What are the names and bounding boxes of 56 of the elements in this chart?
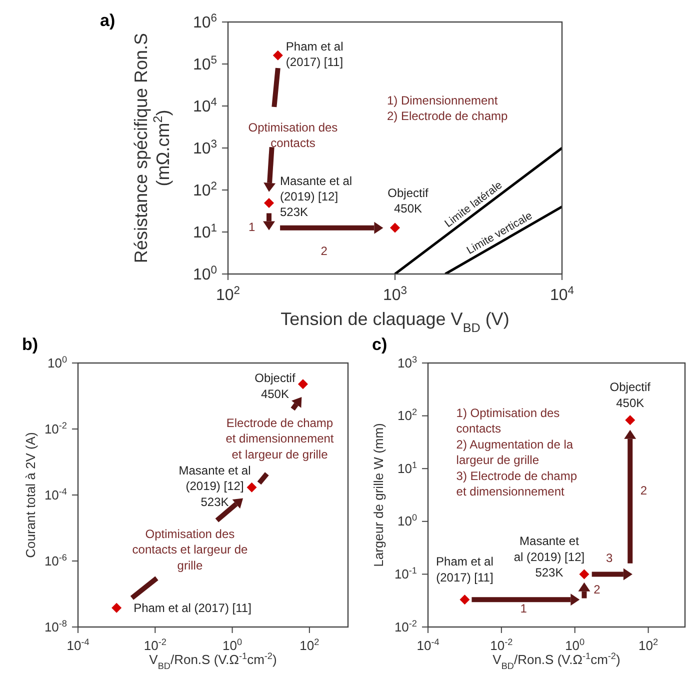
annotation: 3: [606, 551, 614, 566]
annotation: 2: [640, 484, 648, 498]
y-tick-label: 10$^{4}$: [192, 96, 217, 116]
x-tick-label: 10$^{-2}$: [144, 637, 166, 653]
y-tick-label: 10$^{0}$: [192, 264, 217, 284]
y-tick-label: 10$^{2}$: [397, 407, 417, 424]
chart-title: a): [100, 11, 116, 30]
y-tick-label: 10$^{0}$: [47, 354, 67, 370]
chart-title: b): [22, 335, 38, 354]
y-tick-label: 10$^{1}$: [397, 460, 417, 476]
x-tick-label: 10$^{-4}$: [416, 637, 440, 653]
y-tick-label: 10$^{3}$: [192, 138, 217, 158]
y-tick-label: 10$^{-2}$: [394, 618, 417, 634]
annotation: Objectif 450K: [388, 186, 430, 216]
x-tick-label: 10$^{2}$: [300, 637, 320, 653]
annotation: 2: [320, 244, 328, 258]
y-axis-title: Largeur de grille W (mm): [371, 423, 386, 567]
x-tick-label: 10$^{4}$: [550, 285, 574, 304]
x-tick-label: 10$^{0}$: [222, 637, 242, 653]
y-tick-label: 10$^{3}$: [397, 354, 417, 370]
x-tick-label: 10$^{-4}$: [66, 637, 90, 653]
annotation: 1: [520, 601, 528, 616]
annotation: 1) Optimisation des contacts 2) Augmentation de la largeur de grille 3) Electrode de champ et dimensionnement: [456, 406, 578, 498]
y-tick-label: 10$^{1}$: [192, 222, 217, 242]
annotation: Pham et al (2017) [11]: [436, 554, 494, 584]
y-tick-label: 10$^{6}$: [192, 12, 217, 32]
x-tick-label: 10$^{0}$: [565, 637, 585, 653]
annotation: Electrode de champ et dimensionnement et largeur de grille: [226, 416, 334, 462]
x-axis-title: Tension de claquage V$_{BD}$ (V): [280, 309, 510, 335]
annotation: Optimisation des contacts: [248, 120, 338, 150]
y-tick-label: 10$^{0}$: [397, 512, 417, 529]
annotation: Optimisation des contacts et largeur de grille: [132, 526, 248, 572]
y-axis-title: Courant total à 2V (A): [23, 432, 38, 558]
y-tick-label: 10$^{-8}$: [44, 618, 67, 634]
annotation: Objectif 450K: [610, 380, 652, 410]
annotation: Masante et al (2019) [12] 523K: [178, 463, 251, 509]
y-tick-label: 10$^{-4}$: [44, 486, 67, 502]
annotation: Masante et al (2019) [12] 523K: [280, 174, 352, 220]
annotation: Objectif 450K: [254, 371, 296, 401]
annotation: Pham et al (2017) [11]: [134, 600, 252, 615]
y-tick-label: 10$^{2}$: [192, 180, 217, 200]
x-tick-label: 10$^{2}$: [216, 285, 240, 304]
annotation: 2: [594, 582, 601, 597]
chart-title: c): [372, 335, 388, 354]
y-tick-label: 10$^{-1}$: [394, 566, 417, 582]
y-tick-label: 10$^{-2}$: [44, 420, 67, 436]
x-axis-title: V$_{BD}$/Ron.S (V.Ω$^{-1}$cm$^{-2}$): [149, 651, 277, 671]
y-tick-label: 10$^{-6}$: [44, 552, 67, 568]
x-tick-label: 10$^{2}$: [638, 637, 658, 653]
annotation: Masante et al (2019) [12] 523K: [514, 534, 585, 580]
x-axis-title: V$_{BD}$/Ron.S (V.Ω$^{-1}$cm$^{-2}$): [492, 651, 620, 671]
annotation: 1) Dimensionnement 2) Electrode de champ: [386, 93, 508, 123]
x-tick-label: 10$^{-2}$: [490, 637, 513, 653]
annotation: 1: [248, 220, 256, 234]
annotation: Pham et al (2017) [11]: [286, 39, 344, 69]
y-tick-label: 10$^{5}$: [192, 54, 217, 74]
